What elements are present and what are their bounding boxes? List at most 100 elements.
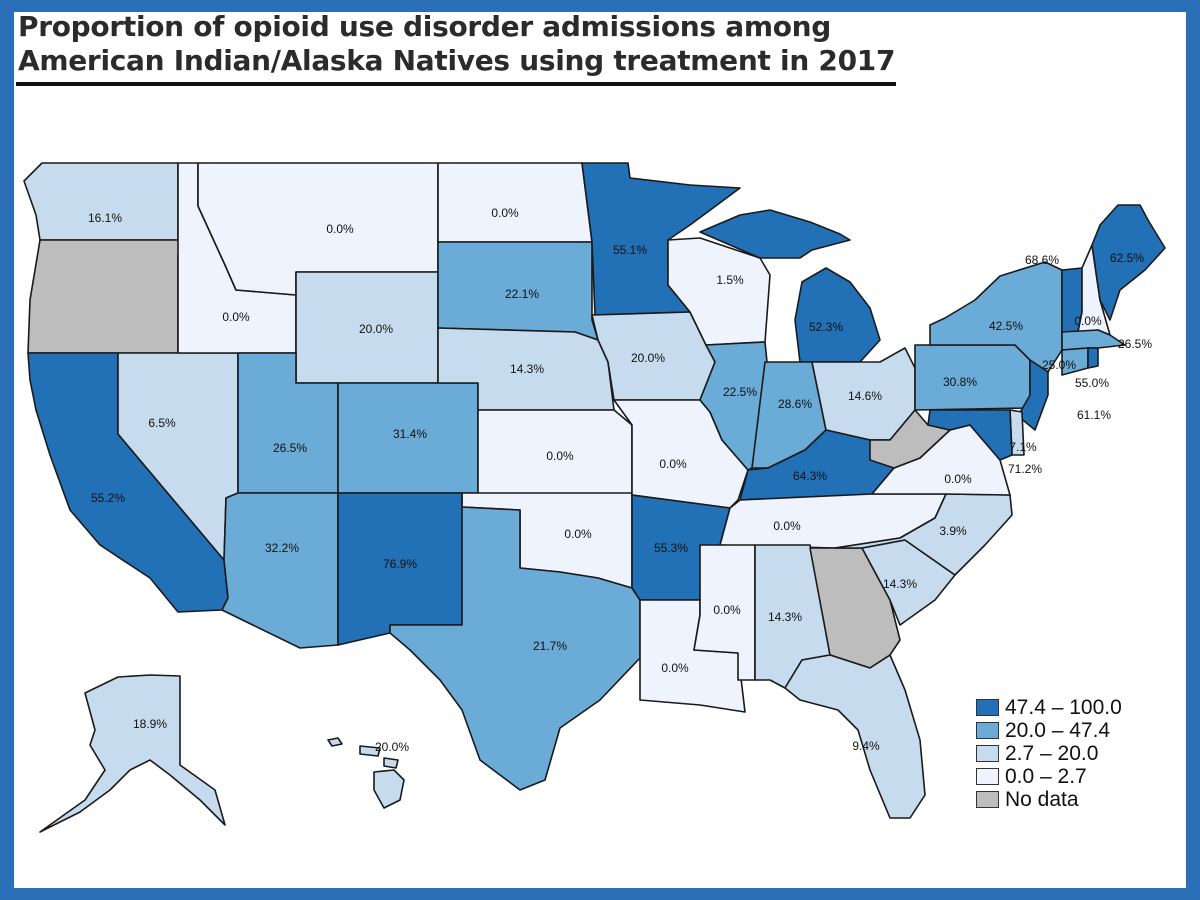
state-value-va: 0.0%	[944, 472, 972, 486]
state-shape-hi	[327, 737, 343, 747]
legend-label: 47.4 – 100.0	[1005, 695, 1122, 719]
state-value-nj: 61.1%	[1077, 408, 1111, 422]
state-value-ri: 55.0%	[1075, 376, 1109, 390]
state-shape-nc	[834, 493, 1013, 576]
state-value-de: 7.1%	[1009, 440, 1037, 454]
state-value-ny: 42.5%	[989, 319, 1023, 333]
legend-label: 2.7 – 20.0	[1005, 741, 1099, 765]
state-mn	[581, 162, 741, 316]
state-value-ma: 26.5%	[1118, 337, 1152, 351]
state-value-id: 0.0%	[222, 310, 250, 324]
state-value-mt: 0.0%	[326, 222, 354, 236]
state-ak	[39, 674, 226, 833]
state-value-mo: 0.0%	[659, 457, 687, 471]
state-value-co: 31.4%	[393, 427, 427, 441]
state-value-al: 14.3%	[768, 610, 802, 624]
state-ri	[1087, 347, 1099, 369]
state-value-sc: 14.3%	[883, 577, 917, 591]
legend-item: 2.7 – 20.0	[976, 742, 1122, 765]
state-shape-ma	[1061, 329, 1126, 351]
state-value-ar: 55.3%	[654, 541, 688, 555]
state-nc	[834, 493, 1013, 576]
legend-item: 47.4 – 100.0	[976, 696, 1122, 719]
state-shape-hi	[373, 769, 405, 809]
state-value-nd: 0.0%	[491, 206, 519, 220]
state-shape-ak	[39, 674, 226, 833]
legend-item: No data	[976, 788, 1122, 811]
state-mi	[699, 209, 881, 363]
map-legend: 47.4 – 100.0 20.0 – 47.4 2.7 – 20.0 0.0 – 2…	[976, 696, 1122, 811]
state-value-pa: 30.8%	[943, 375, 977, 389]
state-shape-hi	[383, 757, 399, 769]
state-shape-nj	[1017, 359, 1049, 431]
state-shape-nd	[437, 162, 593, 243]
legend-swatch	[976, 791, 999, 808]
state-shape-az	[221, 492, 339, 649]
state-value-ia: 20.0%	[631, 351, 665, 365]
state-shape-ri	[1087, 347, 1099, 369]
state-tx	[389, 492, 641, 791]
state-value-tx: 21.7%	[533, 639, 567, 653]
state-value-nh: 0.0%	[1074, 314, 1102, 328]
state-shape-mi	[794, 267, 881, 363]
state-value-hi: 20.0%	[375, 740, 409, 754]
legend-label: No data	[1005, 787, 1079, 811]
state-shape-mi	[699, 209, 851, 259]
state-value-il: 22.5%	[723, 385, 757, 399]
legend-swatch	[976, 699, 999, 716]
state-value-ct: 25.0%	[1042, 358, 1076, 372]
state-value-ky: 64.3%	[793, 469, 827, 483]
state-value-ne: 14.3%	[510, 362, 544, 376]
state-value-ks: 0.0%	[546, 449, 574, 463]
state-shape-mn	[581, 162, 741, 316]
state-value-me: 62.5%	[1110, 251, 1144, 265]
state-az	[221, 492, 339, 649]
state-value-ok: 0.0%	[564, 527, 592, 541]
state-shape-me	[1091, 204, 1166, 321]
state-value-ut: 26.5%	[273, 441, 307, 455]
title-underline	[16, 82, 896, 86]
state-shape-tx	[389, 492, 641, 791]
legend-label: 0.0 – 2.7	[1005, 764, 1087, 788]
state-value-md: 71.2%	[1008, 462, 1042, 476]
state-fl	[784, 654, 926, 819]
legend-label: 20.0 – 47.4	[1005, 718, 1111, 742]
state-value-nc: 3.9%	[939, 524, 967, 538]
state-value-ak: 18.9%	[133, 717, 167, 731]
state-value-mn: 55.1%	[613, 243, 647, 257]
legend-swatch	[976, 768, 999, 785]
state-il	[699, 341, 769, 471]
state-shape-hi	[359, 745, 381, 757]
state-shape-md	[927, 409, 1013, 461]
state-value-in: 28.6%	[778, 397, 812, 411]
state-nj	[1017, 359, 1049, 431]
state-value-tn: 0.0%	[773, 519, 801, 533]
state-md	[927, 409, 1013, 461]
state-nd	[437, 162, 593, 243]
state-shape-fl	[784, 654, 926, 819]
title-line-2: American Indian/Alaska Natives using tre…	[18, 44, 896, 77]
state-shape-or	[27, 239, 187, 354]
state-value-az: 32.2%	[265, 541, 299, 555]
title-line-1: Proportion of opioid use disorder admiss…	[18, 10, 832, 43]
state-hi	[327, 737, 405, 809]
legend-swatch	[976, 722, 999, 739]
state-value-la: 0.0%	[661, 661, 689, 675]
state-value-oh: 14.6%	[848, 389, 882, 403]
state-value-nm: 76.9%	[383, 557, 417, 571]
state-or	[27, 239, 187, 354]
state-value-wi: 1.5%	[716, 273, 744, 287]
state-value-ca: 55.2%	[91, 491, 125, 505]
state-value-fl: 9.4%	[852, 739, 880, 753]
legend-swatch	[976, 745, 999, 762]
legend-item: 0.0 – 2.7	[976, 765, 1122, 788]
state-value-mi: 52.3%	[809, 320, 843, 334]
state-value-wy: 20.0%	[359, 322, 393, 336]
map-title: Proportion of opioid use disorder admiss…	[18, 10, 895, 78]
state-ma	[1061, 329, 1126, 351]
state-shape-il	[699, 341, 769, 471]
state-value-sd: 22.1%	[505, 287, 539, 301]
legend-item: 20.0 – 47.4	[976, 719, 1122, 742]
state-value-ms: 0.0%	[713, 603, 741, 617]
